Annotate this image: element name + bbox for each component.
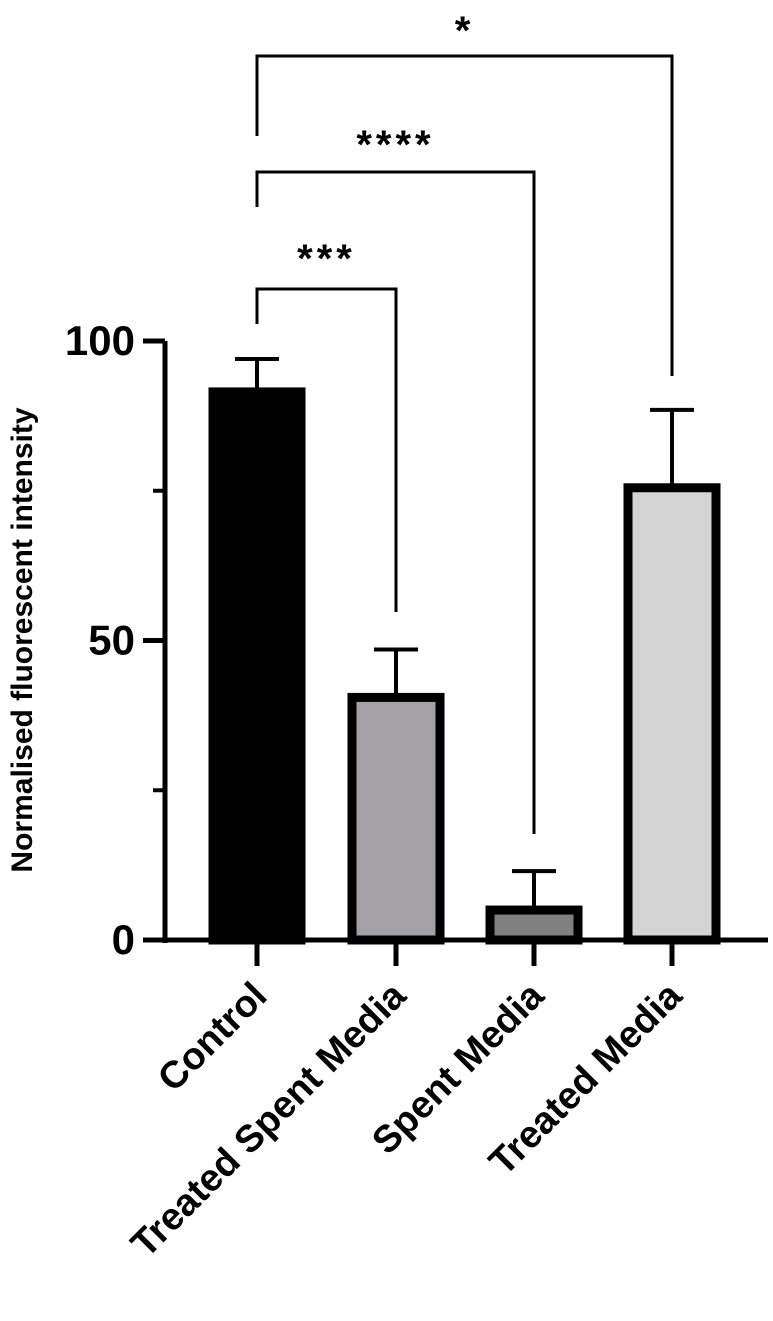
y-tick-label-0: 0 [112, 916, 135, 963]
significance-layer: ******** [255, 9, 674, 834]
significance-bracket-1 [255, 287, 398, 612]
y-tick-label-100: 100 [65, 317, 135, 364]
bars-layer [208, 356, 721, 945]
significance-label-3: * [455, 9, 475, 53]
y-tick-label-50: 50 [88, 617, 135, 664]
x-tick-label-treated-spent-media: Treated Spent Media [123, 974, 415, 1266]
significance-bracket-2 [255, 170, 536, 834]
bar-spent-media [485, 905, 583, 945]
bar-control [208, 387, 306, 945]
significance-label-1: *** [297, 237, 356, 281]
bar-treated-spent-media [347, 692, 445, 945]
bar-treated-media [623, 483, 721, 945]
significance-bracket-3 [255, 54, 674, 376]
y-axis-title: Normalised fluorescent intensity [6, 407, 39, 872]
significance-label-2: **** [356, 123, 434, 167]
x-tick-label-control: Control [150, 975, 275, 1100]
